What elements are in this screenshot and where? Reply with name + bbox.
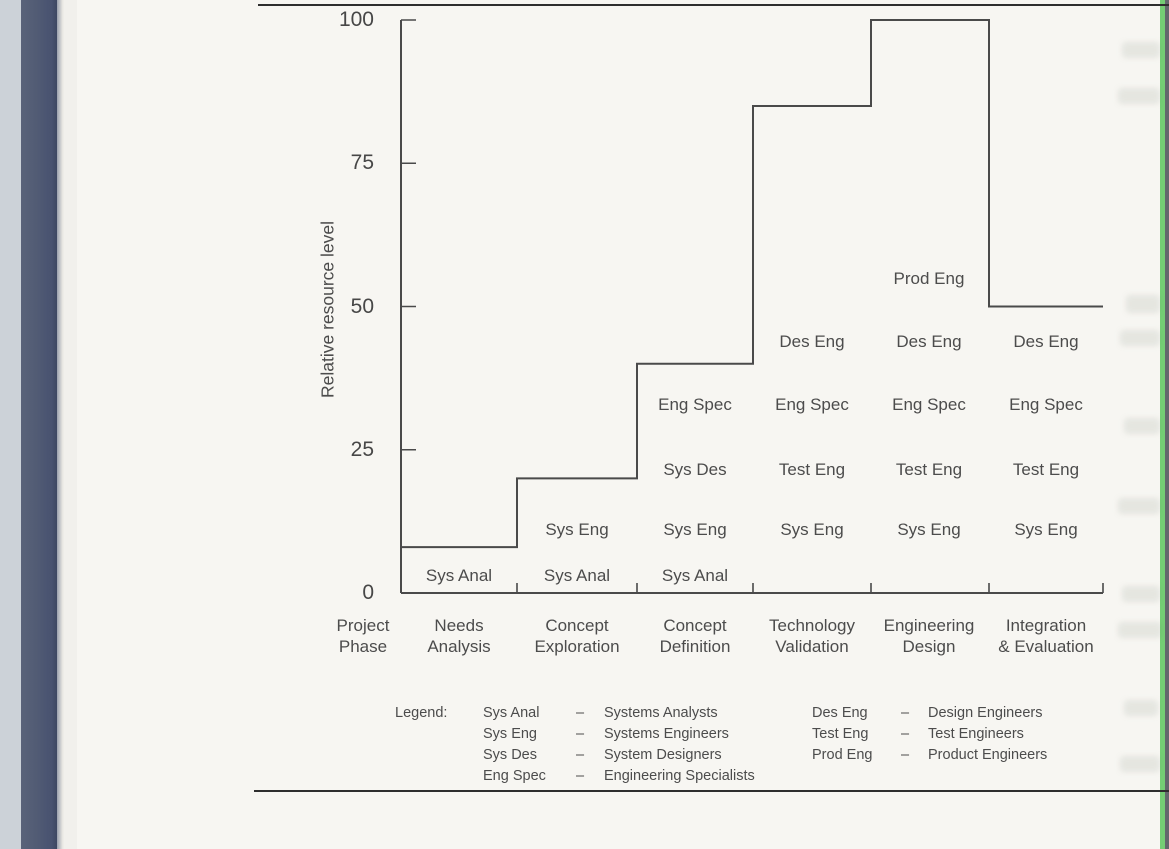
phase-label-2: Concept Exploration xyxy=(534,616,620,656)
resource-step-line xyxy=(401,19,1103,549)
page-gutter xyxy=(65,0,77,849)
y-tick-label-100: 100 xyxy=(338,8,374,31)
legend-column-2: Des Eng – Design Engineers Test Eng – Test En… xyxy=(812,703,1047,765)
legend-abbr-1-2: Prod Eng xyxy=(812,746,873,763)
legend-abbr-0-3: Eng Spec xyxy=(483,767,546,784)
y-tick-label-0: 0 xyxy=(362,581,374,604)
legend-name-0-3: Engineering Specialists xyxy=(604,767,755,784)
showthrough-blob-1 xyxy=(1118,88,1160,104)
role-label-sys-eng-col6: Sys Eng xyxy=(1014,520,1078,539)
showthrough-blob-6 xyxy=(1122,586,1160,602)
role-label-prod-eng-col5: Prod Eng xyxy=(893,269,965,288)
legend-name-0-2: System Designers xyxy=(604,746,722,763)
legend-abbr-0-2: Sys Des xyxy=(483,746,537,763)
phase-label-1: Needs Analysis xyxy=(427,616,491,656)
showthrough-blob-8 xyxy=(1124,700,1158,716)
legend-sep-0-0: – xyxy=(576,705,585,722)
legend-name-1-0: Design Engineers xyxy=(928,705,1043,722)
y-axis-ticks xyxy=(401,19,416,451)
legend-name-1-2: Product Engineers xyxy=(928,746,1048,763)
figure-bottom-rule xyxy=(254,790,1169,793)
legend-sep-0-1: – xyxy=(576,726,585,743)
showthrough-blob-9 xyxy=(1120,756,1160,772)
role-label-sys-des-test-eng-col4: Test Eng xyxy=(778,460,846,479)
phase-label-6: Integration & Evaluation xyxy=(998,616,1094,656)
scan-right-edge xyxy=(1165,0,1169,849)
role-label-sys-des-test-eng-col5: Test Eng xyxy=(895,460,963,479)
figure-top-rule xyxy=(258,4,1169,7)
y-tick-label-75: 75 xyxy=(350,151,374,175)
legend-abbr-0-0: Sys Anal xyxy=(483,705,540,722)
role-label-eng-spec-col6: Eng Spec xyxy=(1009,395,1083,414)
y-tick-label-50: 50 xyxy=(350,294,374,318)
role-label-sys-des-test-eng-col6: Test Eng xyxy=(1012,460,1080,479)
legend-abbr-1-0: Des Eng xyxy=(812,705,868,722)
legend-name-1-1: Test Engineers xyxy=(928,726,1024,743)
legend-sep-1-2: – xyxy=(901,746,910,763)
showthrough-blob-3 xyxy=(1120,330,1160,346)
x-axis-title-line2: Phase xyxy=(338,636,388,656)
legend-sep-0-3: – xyxy=(576,767,585,784)
role-label-sys-eng-col5: Sys Eng xyxy=(897,520,961,539)
showthrough-blob-0 xyxy=(1122,42,1160,58)
role-label-eng-spec-col3: Eng Spec xyxy=(658,395,732,414)
legend-abbr-0-1: Sys Eng xyxy=(483,726,537,743)
book-binding-strip xyxy=(21,0,57,849)
role-label-eng-spec-col5: Eng Spec xyxy=(892,395,966,414)
legend-name-0-0: Systems Analysts xyxy=(604,705,718,722)
x-axis-title-line1: Project xyxy=(336,616,390,635)
role-label-des-eng-col5: Des Eng xyxy=(896,332,962,351)
role-label-des-eng-col6: Des Eng xyxy=(1013,332,1079,351)
phase-label-5: Engineering Design xyxy=(883,616,975,656)
page-edge-green xyxy=(1160,0,1165,849)
role-label-sys-anal-col3: Sys Anal xyxy=(661,566,729,585)
role-label-sys-eng-col4: Sys Eng xyxy=(780,520,844,539)
binding-highlight xyxy=(57,0,65,849)
legend-sep-1-1: – xyxy=(901,726,910,743)
x-axis-title: Project Phase xyxy=(288,616,438,657)
y-tick-label-25: 25 xyxy=(350,437,374,461)
legend-name-0-1: Systems Engineers xyxy=(604,726,729,743)
showthrough-blob-5 xyxy=(1118,498,1160,514)
legend-sep-0-2: – xyxy=(576,746,585,763)
role-label-sys-des-test-eng-col3: Sys Des xyxy=(663,460,727,479)
role-label-des-eng-col4: Des Eng xyxy=(779,332,845,351)
showthrough-blob-4 xyxy=(1124,418,1160,434)
showthrough-blob-2 xyxy=(1126,295,1160,313)
role-label-eng-spec-col4: Eng Spec xyxy=(775,395,849,414)
scan-left-margin xyxy=(0,0,21,849)
role-label-sys-anal-col1: Sys Anal xyxy=(425,566,493,585)
legend-title: Legend: xyxy=(395,705,448,721)
x-axis-ticks xyxy=(516,583,1104,593)
legend-column-1: Sys Anal – Systems Analysts Sys Eng – Systems… xyxy=(483,703,755,786)
y-axis-title: Relative resource level xyxy=(317,220,338,399)
legend-abbr-1-1: Test Eng xyxy=(812,726,869,743)
role-label-sys-eng-col3: Sys Eng xyxy=(663,520,727,539)
role-label-sys-eng-col2: Sys Eng xyxy=(545,520,609,539)
showthrough-blob-7 xyxy=(1118,622,1162,638)
phase-label-3: Concept Definition xyxy=(659,616,731,656)
legend-sep-1-0: – xyxy=(901,705,910,722)
role-label-sys-anal-col2: Sys Anal xyxy=(543,566,611,585)
phase-label-4: Technology Validation xyxy=(768,616,855,656)
